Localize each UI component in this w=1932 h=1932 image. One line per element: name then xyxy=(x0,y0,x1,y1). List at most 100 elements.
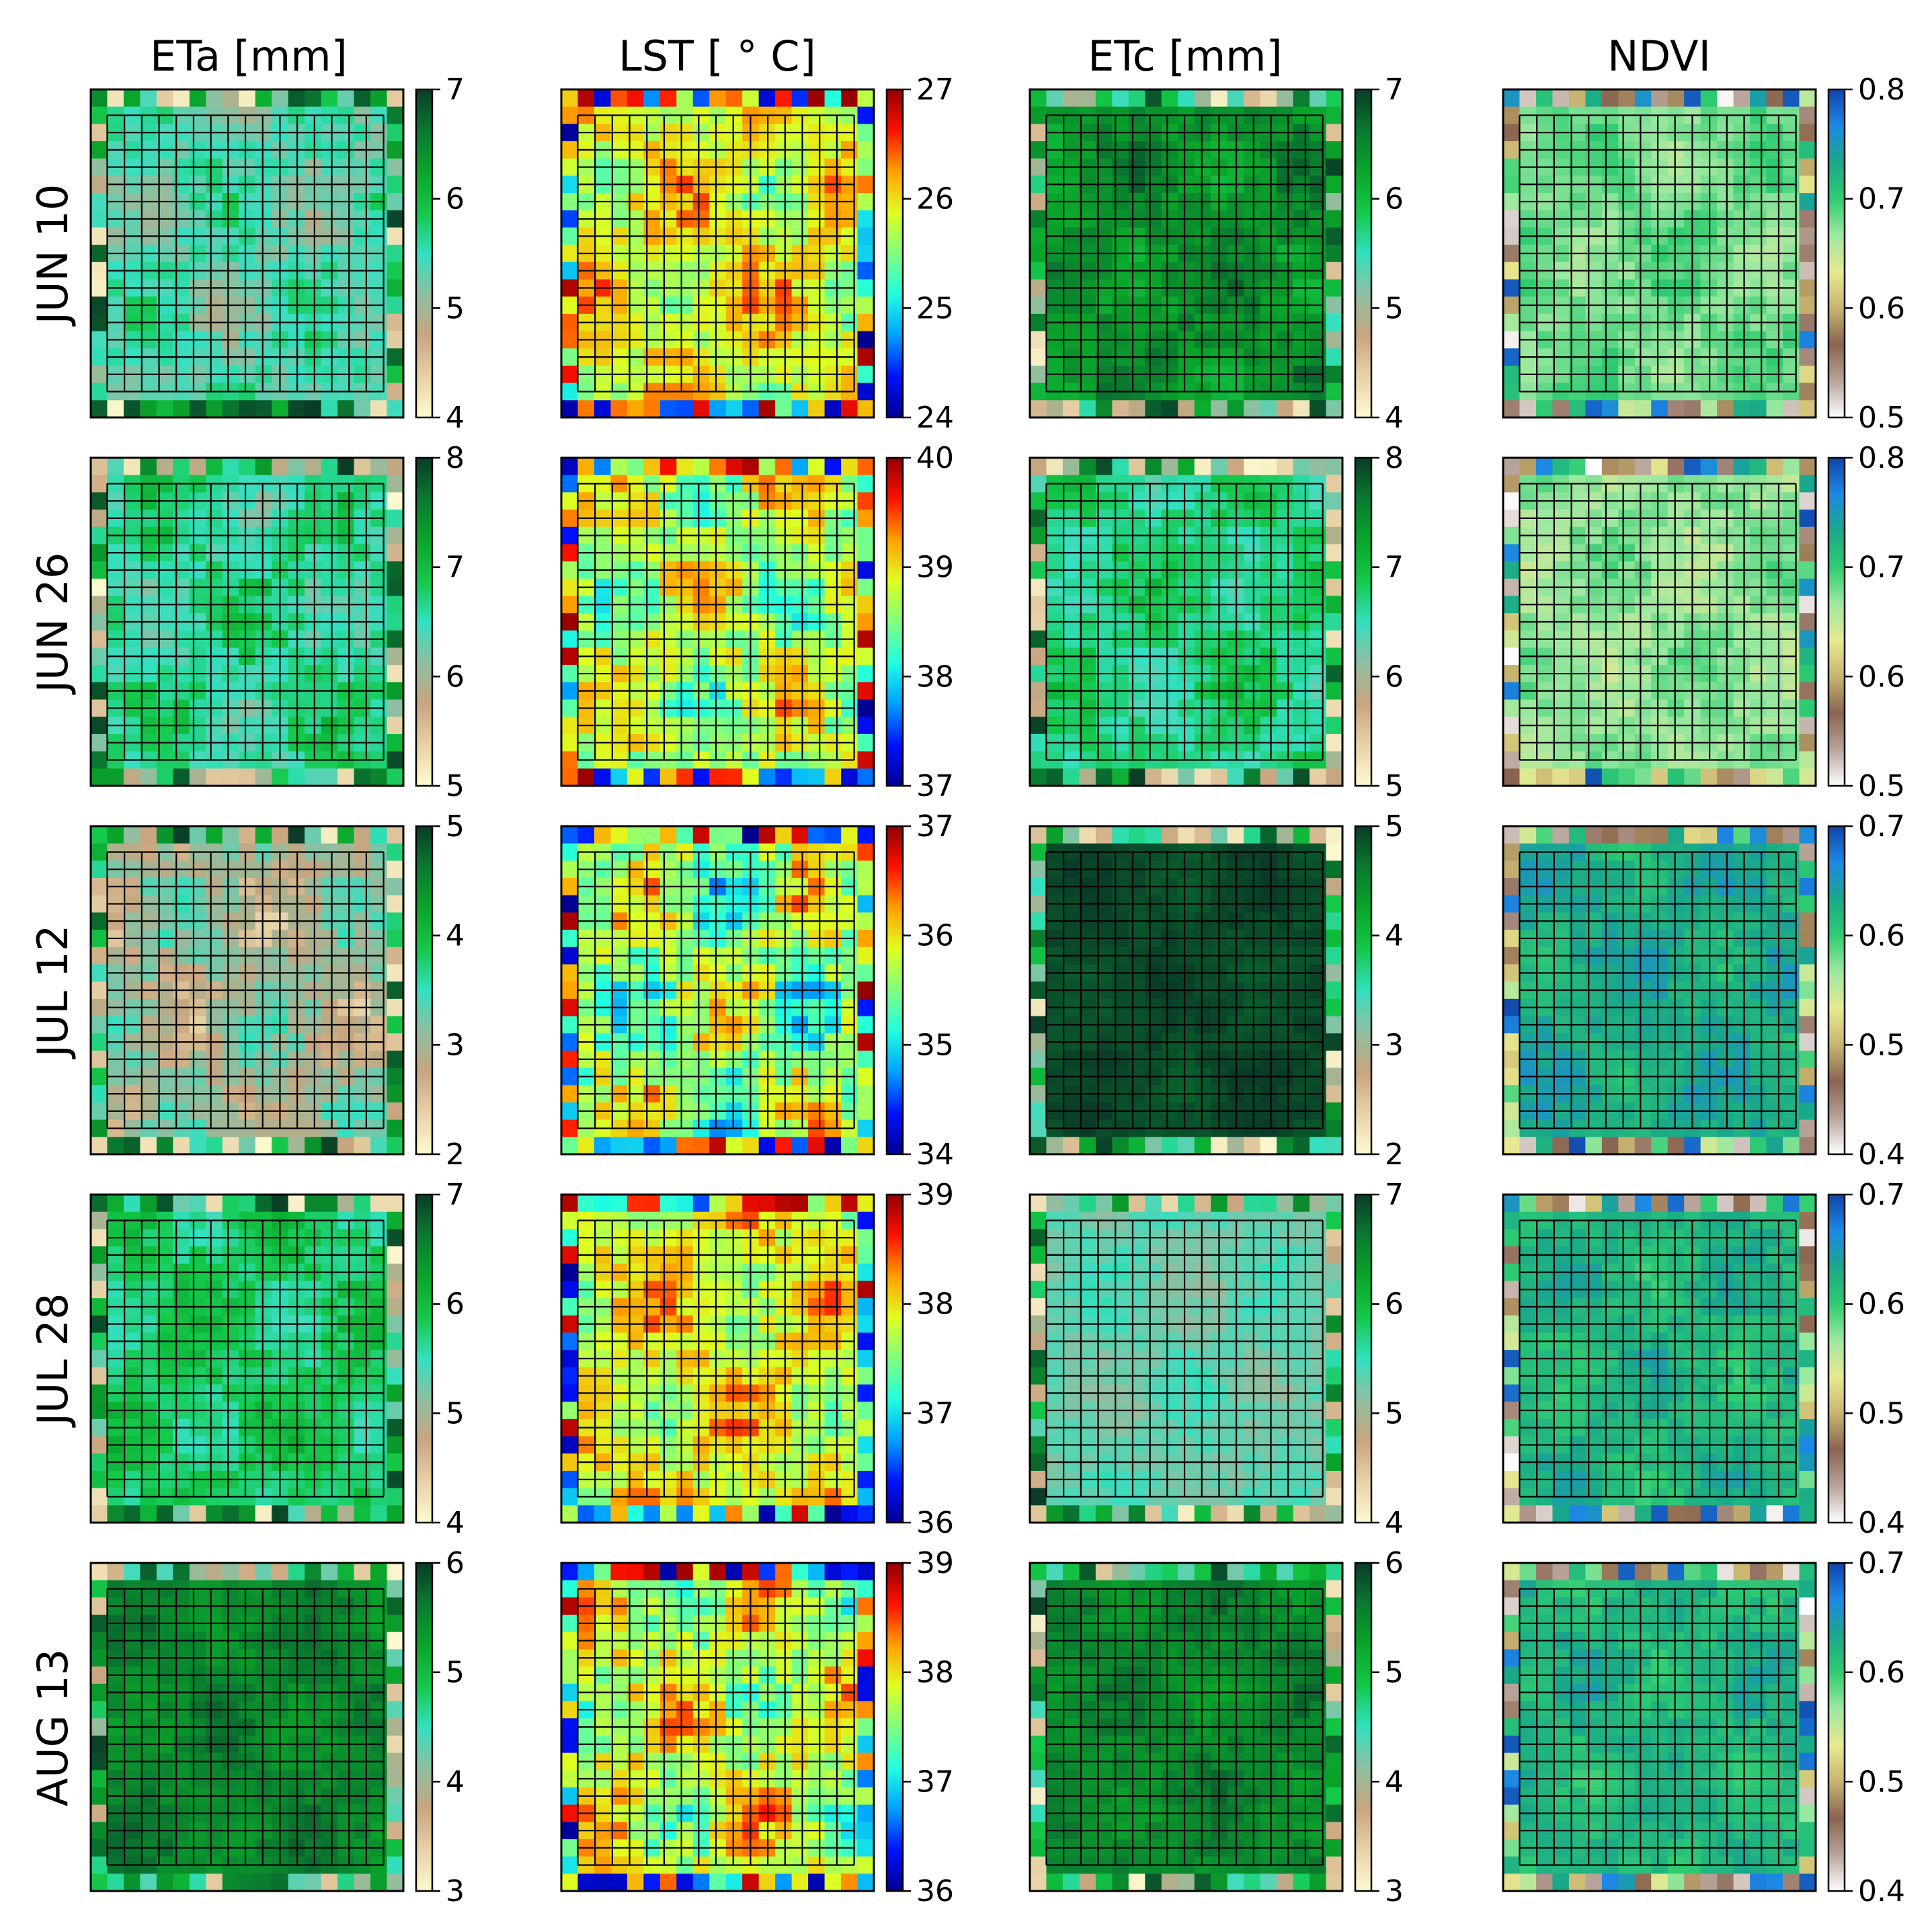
heatmap-cell xyxy=(1799,124,1816,142)
heatmap-cell xyxy=(561,895,579,914)
heatmap-cell xyxy=(1326,826,1343,844)
heatmap-cell xyxy=(857,193,875,211)
heatmap-cell xyxy=(387,1119,404,1137)
heatmap-cell xyxy=(91,261,108,280)
heatmap-cell xyxy=(305,826,322,844)
heatmap-cell xyxy=(1717,400,1734,418)
heatmap-cell xyxy=(1030,210,1047,229)
heatmap-cell xyxy=(742,768,760,787)
heatmap-cell xyxy=(857,227,875,245)
heatmap-cell xyxy=(387,1229,404,1247)
heatmap-cell xyxy=(1145,1137,1162,1155)
heatmap-cell xyxy=(1799,296,1816,315)
heatmap-cell xyxy=(577,89,595,108)
heatmap-cell xyxy=(561,860,579,879)
heatmap-cell xyxy=(91,458,108,476)
colorbar-tick-label: 35 xyxy=(916,1028,954,1062)
heatmap-cell xyxy=(387,193,404,211)
heatmap-cell xyxy=(643,458,661,476)
heatmap-cell xyxy=(1030,964,1047,982)
heatmap-cell xyxy=(272,826,289,844)
heatmap-cell xyxy=(1568,400,1586,418)
heatmap-cell xyxy=(91,878,108,896)
heatmap-cell xyxy=(1095,89,1113,108)
heatmap-cell xyxy=(91,245,108,263)
heatmap-cell xyxy=(370,768,388,787)
heatmap-cell xyxy=(1684,400,1701,418)
heatmap-cell xyxy=(1326,912,1343,930)
heatmap-cell xyxy=(272,1505,289,1523)
heatmap-cell xyxy=(1112,768,1129,787)
heatmap-cell xyxy=(387,1418,404,1437)
heatmap-cell xyxy=(709,400,727,418)
heatmap-cell xyxy=(1799,348,1816,366)
heatmap-cell xyxy=(91,383,108,401)
heatmap-cell xyxy=(156,1505,173,1523)
heatmap-cell xyxy=(1799,331,1816,349)
heatmap-cell xyxy=(561,1229,579,1247)
heatmap-cell xyxy=(1503,124,1521,142)
heatmap-cell xyxy=(1783,826,1800,844)
heatmap-cell xyxy=(627,1195,644,1213)
heatmap-cell xyxy=(387,630,404,649)
heatmap-cell xyxy=(659,458,677,476)
heatmap-cell xyxy=(610,826,628,844)
heatmap-cell xyxy=(1601,1137,1619,1155)
colorbar-tick-label: 37 xyxy=(916,769,954,803)
heatmap-cell xyxy=(1799,227,1816,245)
heatmap-cell xyxy=(1030,365,1047,384)
heatmap-cell xyxy=(1030,313,1047,332)
heatmap-cell xyxy=(775,458,793,476)
heatmap-cell xyxy=(206,89,223,108)
heatmap-cell xyxy=(387,175,404,194)
heatmap-cell xyxy=(206,1505,223,1523)
heatmap-cell xyxy=(354,826,371,844)
heatmap-cell xyxy=(561,1281,579,1299)
heatmap-cell xyxy=(222,400,239,418)
heatmap-cell xyxy=(627,826,644,844)
heatmap-cell xyxy=(561,261,579,280)
heatmap-cell xyxy=(91,210,108,229)
heatmap-cell xyxy=(610,1137,628,1155)
heatmap-cell xyxy=(1503,348,1521,366)
heatmap-cell xyxy=(1717,826,1734,844)
heatmap-cell xyxy=(321,1195,338,1213)
heatmap-cell xyxy=(255,458,272,476)
heatmap-cell xyxy=(627,458,644,476)
heatmap-cell xyxy=(1601,768,1619,787)
colorbar-tick-label: 6 xyxy=(446,182,465,216)
heatmap-cell xyxy=(1799,141,1816,159)
heatmap-cell xyxy=(1326,895,1343,914)
heatmap-cell xyxy=(1503,860,1521,879)
heatmap-cell xyxy=(561,1315,579,1334)
heatmap-cell xyxy=(659,826,677,844)
heatmap-cell xyxy=(594,1195,612,1213)
column-title-eta: ETa [mm] xyxy=(150,32,348,81)
heatmap-cell xyxy=(1799,647,1816,666)
heatmap-cell xyxy=(107,458,124,476)
colorbar-tick-label: 0.5 xyxy=(1858,401,1905,435)
heatmap-cell xyxy=(1046,768,1063,787)
heatmap-cell xyxy=(1326,981,1343,1000)
colorbar-tick-label: 40 xyxy=(916,441,954,475)
heatmap-cell xyxy=(1783,768,1800,787)
heatmap-cell xyxy=(841,400,858,418)
heatmap-cell xyxy=(1717,768,1734,787)
heatmap-cell xyxy=(321,89,338,108)
heatmap-cell xyxy=(387,106,404,124)
heatmap-cell xyxy=(857,630,875,649)
heatmap-cell xyxy=(1030,1119,1047,1137)
heatmap-cell xyxy=(1326,158,1343,177)
heatmap-cell xyxy=(1030,578,1047,597)
heatmap-cell xyxy=(387,733,404,752)
heatmap-cell xyxy=(387,1068,404,1086)
heatmap-cell xyxy=(1194,89,1211,108)
heatmap-cell xyxy=(676,400,694,418)
heatmap-cell xyxy=(387,279,404,297)
heatmap-cell xyxy=(1799,561,1816,579)
heatmap-cell xyxy=(1585,768,1603,787)
heatmap-cell xyxy=(841,826,858,844)
